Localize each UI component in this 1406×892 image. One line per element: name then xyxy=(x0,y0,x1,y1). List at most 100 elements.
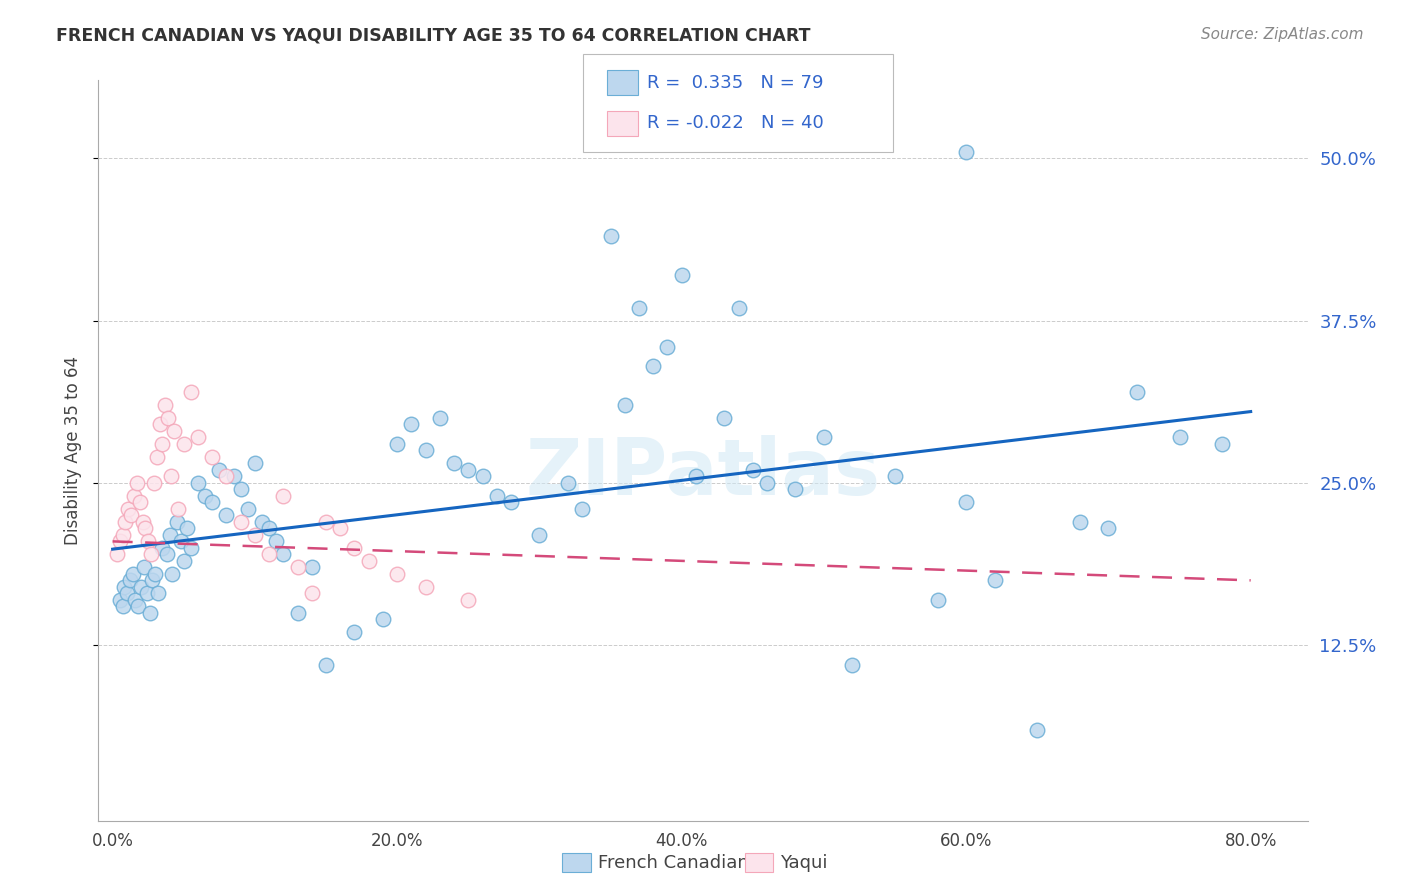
Point xyxy=(135,586,157,600)
Point xyxy=(457,592,479,607)
Point xyxy=(955,145,977,159)
Point xyxy=(111,599,134,614)
Point xyxy=(160,469,183,483)
Point xyxy=(108,592,131,607)
Point xyxy=(357,554,380,568)
Point xyxy=(273,489,295,503)
Point xyxy=(145,450,167,464)
Point xyxy=(180,541,202,555)
Point xyxy=(162,566,184,581)
Point xyxy=(136,534,159,549)
Point xyxy=(385,437,408,451)
Point xyxy=(287,606,309,620)
Point xyxy=(785,483,807,497)
Point xyxy=(128,495,150,509)
Point xyxy=(301,560,323,574)
Point xyxy=(599,229,621,244)
Point xyxy=(152,541,174,555)
Point xyxy=(884,469,907,483)
Point xyxy=(187,430,209,444)
Point xyxy=(124,592,146,607)
Point xyxy=(643,359,665,373)
Point xyxy=(1069,515,1091,529)
Point xyxy=(571,502,593,516)
Point xyxy=(167,502,190,516)
Point xyxy=(557,475,579,490)
Point xyxy=(155,398,177,412)
Point xyxy=(287,560,309,574)
Point xyxy=(1097,521,1119,535)
Text: ZIPatlas: ZIPatlas xyxy=(526,434,880,511)
Text: R =  0.335   N = 79: R = 0.335 N = 79 xyxy=(647,74,824,92)
Point xyxy=(142,475,165,490)
Point xyxy=(415,580,437,594)
Point xyxy=(250,515,273,529)
Point xyxy=(114,515,136,529)
Point xyxy=(125,475,148,490)
Point xyxy=(157,411,180,425)
Point xyxy=(627,301,650,315)
Point xyxy=(273,547,295,561)
Point xyxy=(141,574,163,588)
Point xyxy=(841,657,863,672)
Point xyxy=(122,489,145,503)
Point xyxy=(657,340,679,354)
Point xyxy=(156,547,179,561)
Point xyxy=(173,437,195,451)
Point xyxy=(163,424,186,438)
Point xyxy=(176,521,198,535)
Point xyxy=(120,508,142,523)
Point xyxy=(111,528,134,542)
Point xyxy=(201,495,224,509)
Point xyxy=(1211,437,1233,451)
Point xyxy=(187,475,209,490)
Point xyxy=(229,483,252,497)
Point xyxy=(529,528,551,542)
Point xyxy=(756,475,779,490)
Point xyxy=(149,417,172,432)
Point xyxy=(485,489,508,503)
Point xyxy=(243,528,266,542)
Point xyxy=(343,625,366,640)
Text: Yaqui: Yaqui xyxy=(780,854,828,871)
Point xyxy=(152,437,174,451)
Point xyxy=(471,469,494,483)
Point xyxy=(173,554,195,568)
Point xyxy=(329,521,352,535)
Point xyxy=(1026,723,1049,737)
Point xyxy=(499,495,522,509)
Point xyxy=(243,457,266,471)
Point xyxy=(315,515,337,529)
Point xyxy=(741,463,763,477)
Point xyxy=(121,566,143,581)
Point xyxy=(208,463,231,477)
Point xyxy=(613,398,636,412)
Point xyxy=(1168,430,1191,444)
Text: Source: ZipAtlas.com: Source: ZipAtlas.com xyxy=(1201,27,1364,42)
Point xyxy=(105,547,128,561)
Point xyxy=(134,521,156,535)
Point xyxy=(170,534,193,549)
Point xyxy=(201,450,224,464)
Point xyxy=(671,268,693,282)
Point xyxy=(159,528,181,542)
Point xyxy=(927,592,949,607)
Text: R = -0.022   N = 40: R = -0.022 N = 40 xyxy=(647,114,824,132)
Point xyxy=(229,515,252,529)
Point xyxy=(115,586,138,600)
Point xyxy=(215,469,238,483)
Y-axis label: Disability Age 35 to 64: Disability Age 35 to 64 xyxy=(65,356,83,545)
Point xyxy=(138,606,160,620)
Point xyxy=(457,463,479,477)
Point xyxy=(180,384,202,399)
Point xyxy=(315,657,337,672)
Point xyxy=(139,547,162,561)
Text: French Canadians: French Canadians xyxy=(598,854,758,871)
Point xyxy=(215,508,238,523)
Point xyxy=(415,443,437,458)
Point xyxy=(443,457,465,471)
Point xyxy=(813,430,835,444)
Point xyxy=(222,469,245,483)
Point xyxy=(385,566,408,581)
Point xyxy=(343,541,366,555)
